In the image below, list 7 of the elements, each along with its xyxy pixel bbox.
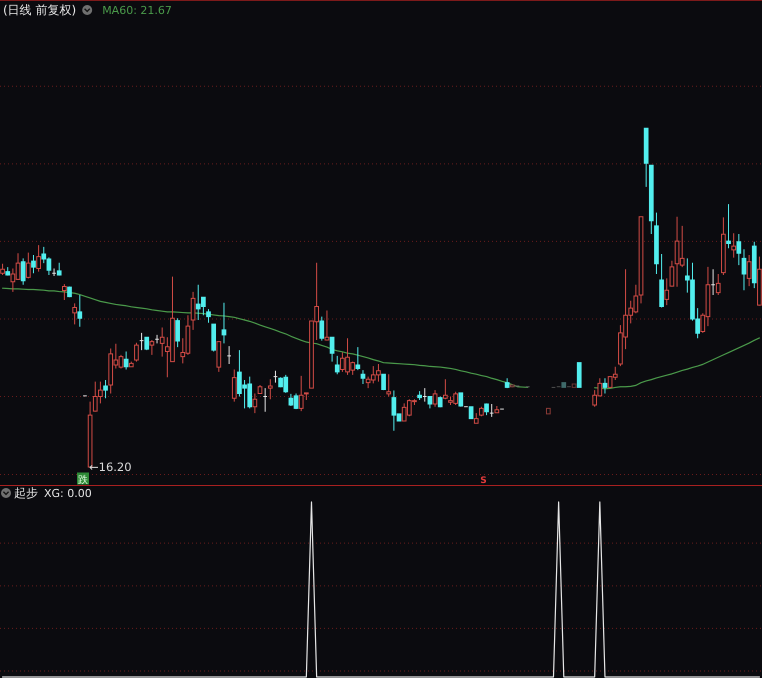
- chart-title: (日线 前复权): [3, 3, 76, 17]
- annotation: 跌: [77, 472, 89, 486]
- chart-title: 起步: [14, 486, 38, 500]
- annotation: S: [480, 476, 487, 486]
- legend: MA60: 21.67: [102, 4, 172, 17]
- annotation: ←16.20: [89, 460, 132, 474]
- legend: XG: 0.00: [44, 487, 92, 500]
